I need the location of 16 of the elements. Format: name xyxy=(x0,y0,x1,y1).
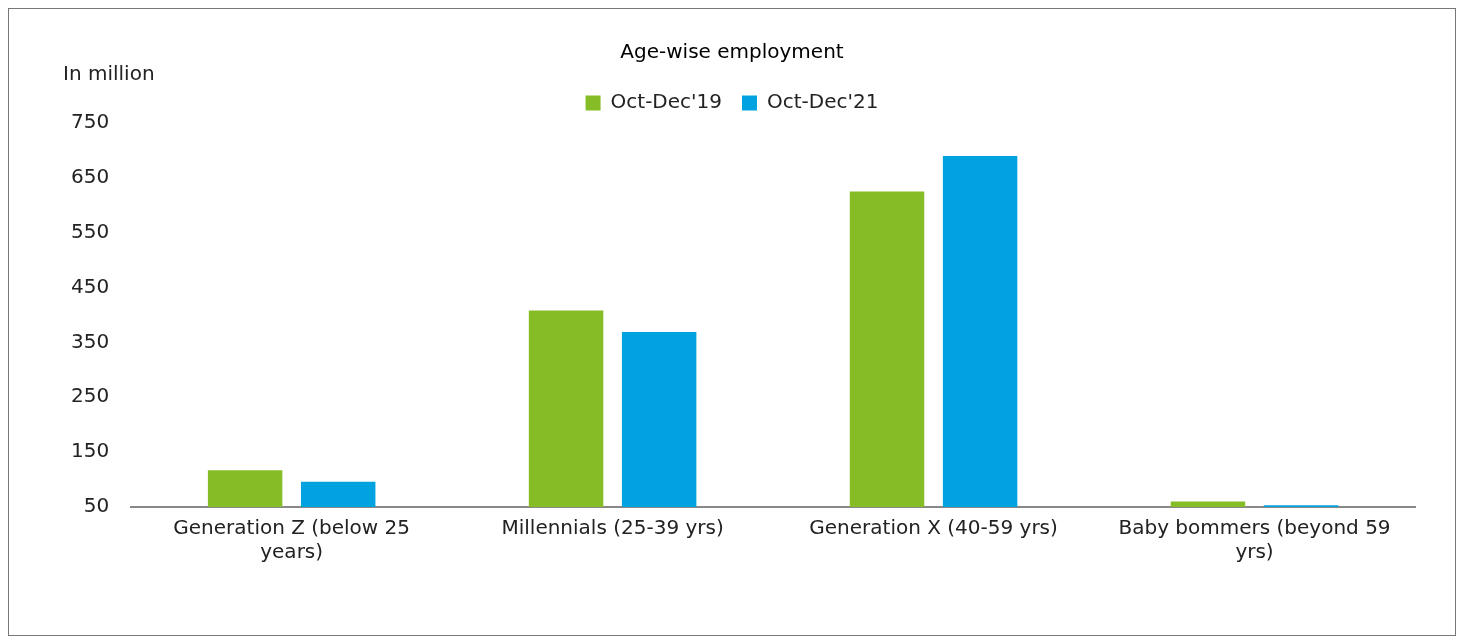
y-tick-label: 250 xyxy=(70,383,110,408)
y-tick-label: 550 xyxy=(70,218,110,243)
legend-label: Oct-Dec'19 xyxy=(610,89,723,114)
x-tick-label: Generation X (40-59 yrs) xyxy=(809,515,1058,540)
y-tick-label: 650 xyxy=(70,164,110,189)
x-tick-label: Baby bommers (beyond 59 yrs) xyxy=(1118,515,1391,564)
chart-title: Age-wise employment xyxy=(620,39,844,64)
y-tick-label: 450 xyxy=(70,273,110,298)
x-tick-label: Millennials (25-39 yrs) xyxy=(501,515,724,540)
legend-label: Oct-Dec'21 xyxy=(767,89,879,114)
y-tick-label: 350 xyxy=(70,328,110,353)
y-tick-label: 750 xyxy=(70,109,110,134)
y-axis-title: In million xyxy=(63,61,155,86)
y-tick-label: 150 xyxy=(70,438,110,463)
y-tick-label: 50 xyxy=(83,493,110,518)
x-tick-label: Generation Z (below 25 years) xyxy=(173,515,411,564)
